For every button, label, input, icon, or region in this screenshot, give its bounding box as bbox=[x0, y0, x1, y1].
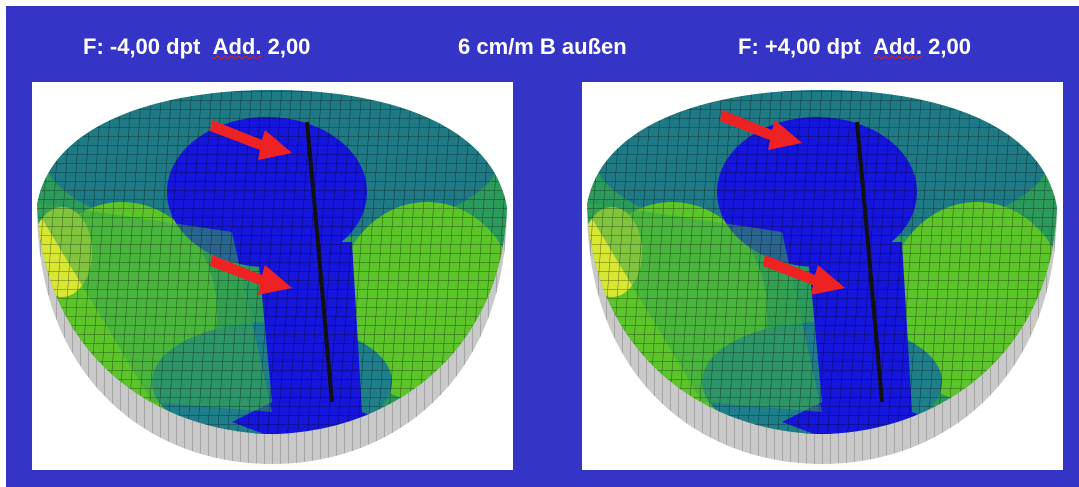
add-label: Add. bbox=[212, 34, 262, 59]
left-label: F: -4,00 dpt Add. 2,00 bbox=[83, 34, 310, 60]
arrow bbox=[763, 255, 845, 295]
add-label: Add. bbox=[873, 34, 922, 59]
add-value: 2,00 bbox=[267, 34, 311, 59]
center-label: 6 cm/m B außen bbox=[458, 34, 627, 60]
power: F: +4,00 dpt bbox=[738, 34, 861, 59]
arrow bbox=[210, 120, 292, 160]
right-label: F: +4,00 dpt Add. 2,00 bbox=[738, 34, 971, 60]
left-panel bbox=[27, 62, 517, 470]
arrow bbox=[720, 110, 802, 150]
arrow bbox=[210, 255, 292, 295]
right-panel bbox=[577, 62, 1067, 470]
prism: 6 cm/m B außen bbox=[458, 34, 627, 59]
power: F: -4,00 dpt bbox=[83, 34, 201, 59]
add-value: 2,00 bbox=[928, 34, 971, 59]
